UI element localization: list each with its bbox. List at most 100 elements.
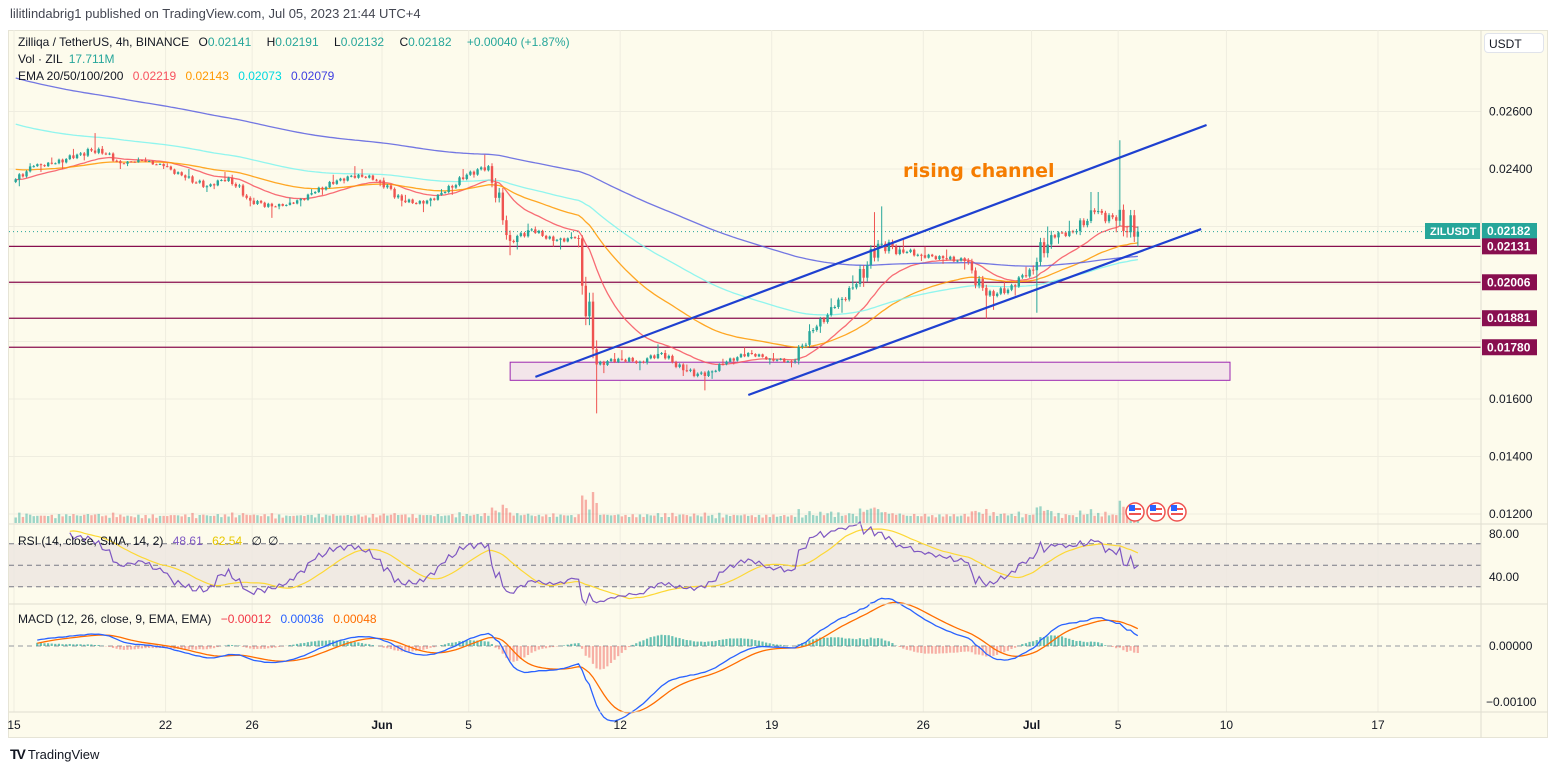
macd-hist-bar xyxy=(46,643,50,646)
macd-legend: MACD (12, 26, close, 9, EMA, EMA) −0.000… xyxy=(18,612,377,626)
macd-hist-bar xyxy=(494,646,497,648)
candle-body xyxy=(158,163,162,165)
candle-body xyxy=(1133,215,1136,237)
macd-hist-bar xyxy=(912,646,916,652)
candle-body xyxy=(682,364,685,371)
time-tick: Jun xyxy=(371,718,392,732)
volume-bar xyxy=(505,508,508,523)
candle-body xyxy=(90,149,93,151)
volume-bar xyxy=(483,513,486,523)
volume-bar xyxy=(544,514,548,523)
macd-hist-bar xyxy=(1039,637,1042,646)
macd-hist-bar xyxy=(977,646,981,655)
macd-hist-bar xyxy=(743,638,746,646)
volume-bar xyxy=(602,514,606,523)
volume-bar xyxy=(14,517,17,523)
candle-body xyxy=(346,176,349,181)
macd-hist-bar xyxy=(295,643,299,646)
volume-bar xyxy=(613,515,616,523)
volume-bar xyxy=(191,512,194,523)
volume-bar xyxy=(404,514,407,523)
volume-bar xyxy=(252,514,256,523)
candle-body xyxy=(790,361,793,363)
volume-bar xyxy=(288,516,292,523)
candle-body xyxy=(1006,289,1010,294)
volume-bar xyxy=(620,516,624,523)
time-tick: 15 xyxy=(7,718,21,732)
time-axis: 15 22 26 Jun 5 12 19 26 Jul 5 10 17 xyxy=(7,718,1385,732)
candle-body xyxy=(357,174,360,178)
macd-hist-bar xyxy=(534,646,537,652)
candle-body xyxy=(1082,220,1085,226)
candle-body xyxy=(184,175,187,178)
macd-value: 0.00036 xyxy=(280,612,324,626)
macd-hist-bar xyxy=(396,646,400,651)
volume-bar xyxy=(216,514,219,523)
candle-body xyxy=(999,288,1002,294)
macd-hist-bar xyxy=(209,646,212,649)
macd-hist-bar xyxy=(992,646,995,656)
change-value: +0.00040 (+1.87%) xyxy=(466,35,570,49)
candle-body xyxy=(1086,220,1089,226)
flag-stripe xyxy=(1129,513,1141,515)
macd-hist-bar xyxy=(1125,646,1129,652)
candle-body xyxy=(512,240,515,243)
volume-bar xyxy=(855,516,858,523)
candle-body xyxy=(119,161,122,164)
volume-bar xyxy=(360,516,364,523)
macd-hist-bar xyxy=(631,644,634,646)
candle-body xyxy=(396,195,400,198)
volume-bar xyxy=(205,515,209,523)
candle-body xyxy=(386,185,389,188)
tradingview-logo[interactable]: TV TradingView xyxy=(10,746,100,762)
candle-body xyxy=(400,195,403,201)
macd-hist-bar xyxy=(79,644,82,646)
candle-body xyxy=(479,167,483,170)
candle-body xyxy=(793,360,797,362)
volume-bar xyxy=(299,515,302,523)
macd-hist-bar xyxy=(920,646,923,654)
macd-hist-bar xyxy=(956,646,959,653)
candle-body xyxy=(866,265,869,278)
candle-body xyxy=(786,361,790,363)
macd-hist-bar xyxy=(703,641,706,646)
volume-bar xyxy=(786,516,790,523)
volume-bar xyxy=(274,518,277,523)
volume-bar xyxy=(104,515,108,523)
candle-body xyxy=(498,192,501,198)
volume-bar xyxy=(768,517,772,523)
candle-body xyxy=(28,166,32,172)
candle-body xyxy=(887,242,891,252)
candle-body xyxy=(267,203,270,207)
macd-hist-bar xyxy=(674,637,678,646)
macd-hist-bar xyxy=(916,646,919,653)
volume-bar xyxy=(454,517,458,523)
symbol-title: Zilliqa / TetherUS, 4h, BINANCE xyxy=(18,35,190,49)
flag-canton xyxy=(1150,505,1156,511)
macd-hist-bar xyxy=(1086,642,1089,646)
candle-body xyxy=(783,358,786,363)
macd-hist-bar xyxy=(909,646,912,651)
candle-body xyxy=(378,180,382,182)
candle-body xyxy=(1028,269,1031,277)
volume-bar xyxy=(400,514,403,523)
macd-hist-bar xyxy=(548,646,551,648)
currency-button[interactable]: USDT xyxy=(1484,33,1544,53)
macd-hist-bar xyxy=(166,646,169,649)
candle-body xyxy=(804,344,808,346)
candle-body xyxy=(14,179,17,182)
candle-body xyxy=(884,243,887,252)
macd-hist-bar xyxy=(736,638,739,646)
volume-bar xyxy=(985,508,988,523)
macd-hist-bar xyxy=(599,646,602,670)
macd-hist-bar xyxy=(335,640,338,646)
candle-body xyxy=(39,164,43,166)
volume-bar xyxy=(959,515,963,523)
volume-bar xyxy=(353,515,357,523)
macd-hist-bar xyxy=(588,646,591,658)
volume-bar xyxy=(79,515,82,523)
macd-hist-bar xyxy=(249,646,252,649)
volume-bar xyxy=(746,515,750,523)
volume-bar xyxy=(884,512,887,523)
